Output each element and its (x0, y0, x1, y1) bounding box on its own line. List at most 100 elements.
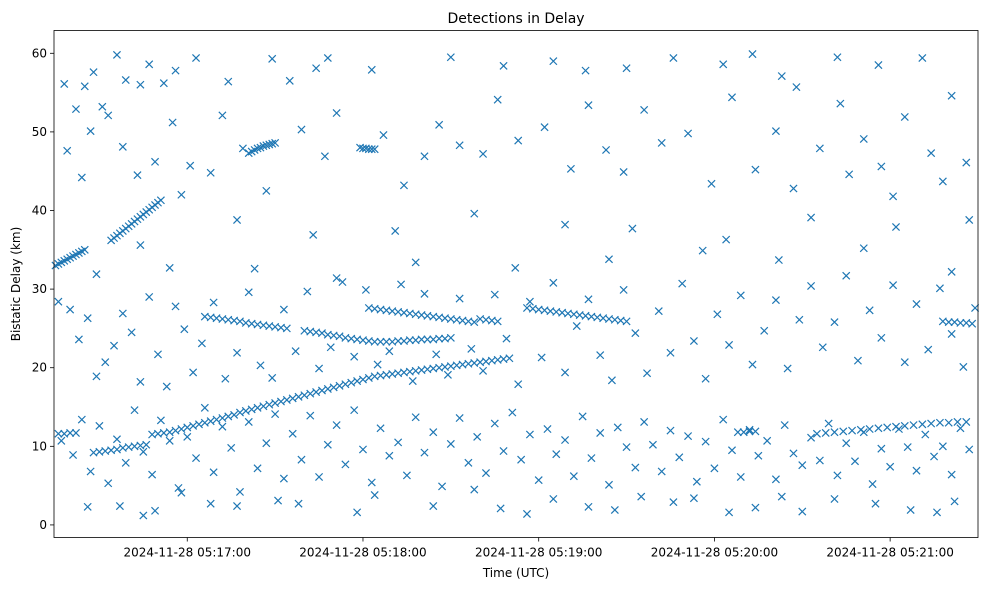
data-point (789, 449, 798, 458)
data-point (455, 294, 464, 303)
data-point (780, 421, 789, 430)
data-point (692, 477, 701, 486)
data-point (830, 494, 839, 504)
data-point (186, 161, 195, 170)
data-point (874, 424, 883, 433)
data-point (850, 457, 860, 466)
data-point (613, 423, 622, 432)
data-point (303, 287, 312, 296)
data-point (335, 332, 344, 341)
data-point (517, 455, 526, 464)
data-point (707, 179, 716, 188)
data-point (701, 437, 710, 446)
chart-title: Detections in Delay (447, 11, 584, 27)
data-point (127, 328, 136, 337)
data-point (209, 468, 218, 477)
data-point (748, 360, 757, 369)
data-point (66, 428, 75, 437)
data-point (130, 406, 139, 415)
data-point (927, 149, 936, 158)
data-point (727, 93, 737, 102)
data-point (306, 389, 315, 398)
data-point (722, 235, 731, 244)
data-point (889, 192, 898, 201)
data-point (262, 141, 271, 150)
data-point (470, 318, 479, 327)
data-point (669, 498, 678, 507)
data-point (470, 209, 479, 218)
data-point (320, 152, 329, 161)
data-point (736, 472, 745, 481)
data-point (282, 395, 291, 404)
data-point (549, 278, 558, 287)
data-point (300, 391, 309, 400)
data-point (584, 502, 593, 511)
data-point (446, 333, 455, 342)
data-point (86, 127, 95, 136)
data-point (165, 436, 174, 445)
data-point (610, 505, 619, 515)
data-point (514, 136, 523, 145)
data-point (839, 427, 848, 436)
data-point (815, 144, 824, 153)
data-point (751, 503, 760, 512)
data-point (959, 362, 968, 371)
data-point (77, 173, 86, 182)
data-point (947, 329, 956, 338)
data-point (944, 318, 953, 327)
data-point (845, 170, 854, 179)
data-point (250, 264, 259, 273)
data-point (848, 426, 857, 435)
data-point (842, 271, 851, 280)
data-point (871, 499, 880, 508)
data-point (247, 405, 256, 414)
data-point (297, 125, 306, 134)
data-point (139, 447, 148, 456)
data-point (947, 470, 956, 479)
y-axis: 0 10 20 30 40 50 60 (32, 46, 54, 532)
data-point (525, 430, 534, 439)
data-point (631, 463, 640, 472)
data-point (364, 373, 373, 382)
data-point (200, 403, 209, 412)
data-point (174, 483, 183, 493)
data-point (224, 412, 233, 421)
data-point (792, 83, 801, 92)
data-point (877, 162, 886, 171)
data-point (189, 368, 198, 377)
data-point (774, 256, 783, 265)
data-point (684, 432, 693, 441)
data-point (932, 508, 942, 517)
data-point (221, 374, 230, 383)
data-point (315, 364, 324, 373)
data-point (903, 443, 912, 452)
data-point (607, 376, 616, 385)
data-point (171, 302, 180, 311)
data-point (332, 109, 341, 118)
y-tick-label: 40 (32, 204, 47, 218)
data-point (329, 383, 338, 392)
data-point (297, 455, 306, 464)
data-point (745, 427, 754, 436)
data-point (540, 123, 549, 132)
data-point (423, 335, 432, 344)
data-point (733, 428, 742, 437)
data-point (110, 341, 119, 350)
y-tick-label: 60 (32, 46, 47, 60)
data-point (397, 280, 406, 289)
data-point (578, 412, 587, 421)
data-point (370, 145, 379, 154)
data-point (66, 305, 75, 314)
data-point (435, 120, 444, 129)
data-point (587, 454, 596, 463)
data-point (798, 507, 807, 516)
data-point (218, 111, 227, 120)
data-point (112, 435, 121, 444)
data-point (549, 57, 558, 66)
data-point (317, 329, 326, 338)
data-point (807, 213, 816, 222)
data-point (241, 406, 250, 415)
data-point (622, 64, 631, 73)
data-point (104, 479, 113, 488)
